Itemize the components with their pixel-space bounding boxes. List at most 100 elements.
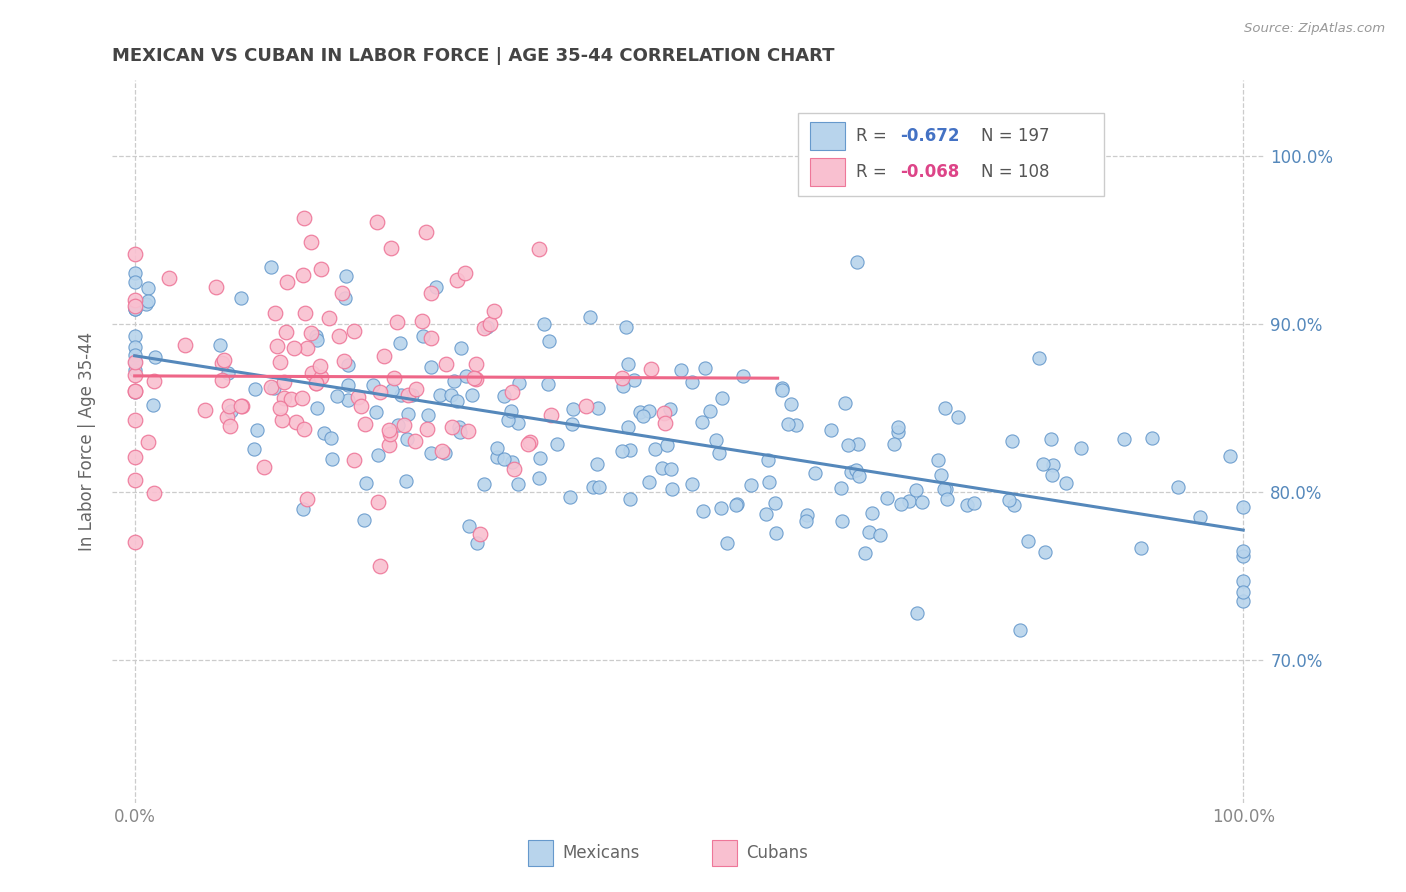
Point	[785, 418, 807, 433]
Point	[1042, 458, 1064, 473]
Point	[124, 299, 146, 313]
Point	[337, 392, 360, 407]
Point	[124, 267, 146, 281]
Point	[269, 355, 291, 369]
Point	[381, 383, 404, 397]
Point	[499, 403, 522, 417]
Point	[295, 491, 318, 506]
Point	[401, 387, 423, 401]
Point	[143, 374, 166, 388]
Point	[519, 435, 541, 450]
Point	[124, 247, 146, 261]
Point	[269, 401, 291, 415]
Point	[157, 271, 180, 285]
Point	[876, 491, 898, 505]
Point	[443, 374, 465, 388]
Point	[219, 404, 242, 418]
Point	[318, 310, 340, 325]
Point	[219, 418, 242, 433]
Point	[124, 355, 146, 369]
Point	[887, 425, 910, 439]
Point	[710, 500, 733, 515]
Point	[498, 413, 520, 427]
Point	[612, 444, 634, 458]
Point	[124, 534, 146, 549]
Point	[586, 457, 609, 471]
Point	[631, 409, 654, 424]
Point	[681, 477, 703, 491]
Point	[335, 268, 357, 283]
Point	[380, 427, 402, 442]
Point	[447, 419, 470, 434]
Point	[412, 329, 434, 343]
Point	[396, 432, 419, 446]
Point	[378, 423, 401, 437]
Point	[430, 444, 453, 458]
Point	[890, 498, 912, 512]
Point	[449, 425, 471, 439]
Point	[229, 399, 252, 413]
Point	[367, 495, 389, 509]
Point	[361, 378, 384, 392]
Point	[346, 391, 368, 405]
Point	[124, 473, 146, 487]
Point	[382, 370, 405, 384]
Point	[434, 446, 457, 460]
Point	[1232, 500, 1254, 515]
Point	[454, 369, 477, 384]
Point	[699, 404, 721, 418]
Point	[136, 281, 159, 295]
Point	[309, 262, 332, 277]
Point	[831, 514, 853, 528]
Point	[820, 423, 842, 437]
Point	[1232, 593, 1254, 607]
Point	[415, 225, 437, 239]
Point	[276, 275, 298, 289]
Point	[794, 514, 817, 528]
Point	[494, 452, 516, 467]
Point	[765, 526, 787, 541]
Point	[529, 451, 551, 466]
Point	[770, 381, 793, 395]
Point	[387, 418, 409, 433]
FancyBboxPatch shape	[810, 158, 845, 186]
Point	[396, 407, 419, 421]
Point	[484, 303, 506, 318]
Point	[841, 465, 863, 479]
Point	[1054, 476, 1077, 491]
Point	[1129, 541, 1152, 555]
Point	[446, 393, 468, 408]
Point	[309, 359, 332, 374]
Point	[245, 382, 267, 396]
Point	[837, 438, 859, 452]
Text: R =: R =	[856, 163, 893, 181]
Text: Source: ZipAtlas.com: Source: ZipAtlas.com	[1244, 22, 1385, 36]
Point	[392, 417, 415, 432]
Point	[693, 360, 716, 375]
Point	[582, 480, 605, 494]
Text: -0.068: -0.068	[900, 163, 959, 181]
Point	[654, 416, 676, 430]
Point	[389, 387, 412, 401]
Point	[343, 324, 366, 338]
Point	[508, 376, 530, 390]
Point	[405, 382, 427, 396]
Point	[419, 360, 441, 375]
Point	[846, 255, 869, 269]
Point	[756, 452, 779, 467]
Point	[911, 495, 934, 509]
Point	[681, 376, 703, 390]
Point	[562, 401, 585, 416]
Point	[1070, 442, 1092, 456]
Point	[707, 446, 730, 460]
Point	[321, 451, 343, 466]
Point	[231, 399, 253, 413]
Point	[385, 315, 408, 329]
Point	[755, 507, 778, 521]
Point	[411, 314, 433, 328]
Point	[619, 442, 641, 457]
Point	[273, 391, 295, 405]
Point	[468, 527, 491, 541]
Point	[305, 329, 328, 343]
Point	[651, 460, 673, 475]
